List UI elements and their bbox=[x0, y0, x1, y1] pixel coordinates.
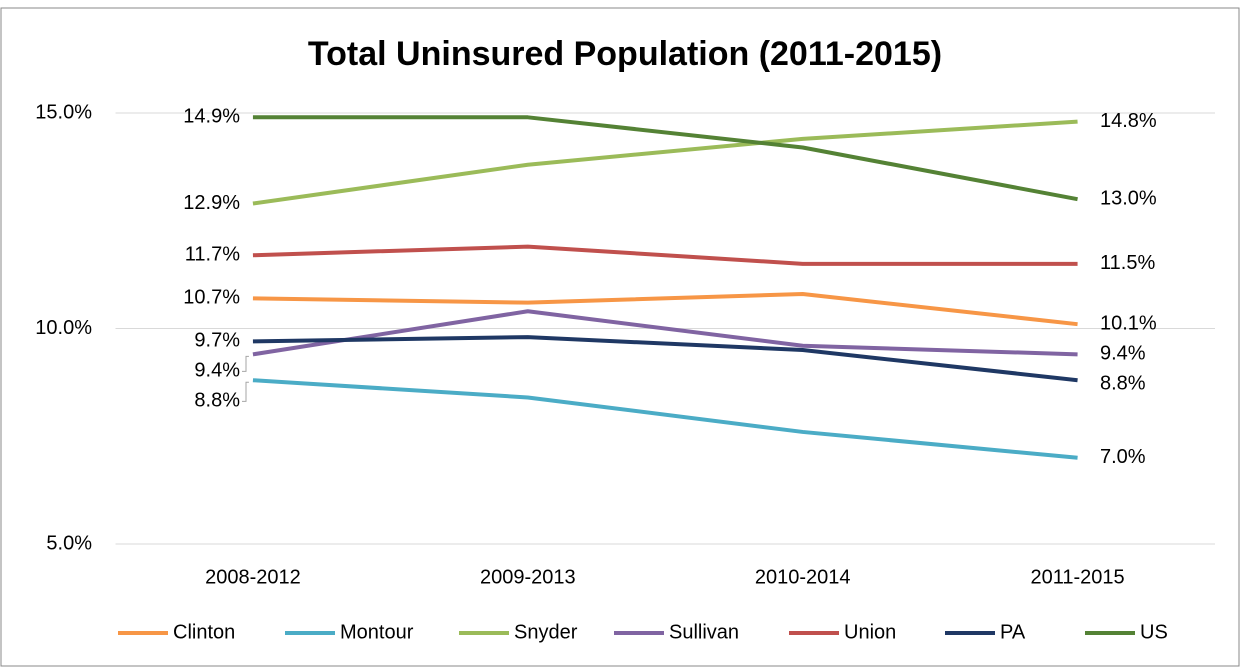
series-line bbox=[252, 119, 1078, 206]
x-tick-label: 2011-2015 bbox=[1030, 566, 1124, 588]
series-line bbox=[252, 335, 1078, 383]
data-label: 14.8% bbox=[1100, 110, 1157, 132]
data-label: 12.9% bbox=[183, 192, 240, 214]
data-label: 9.4% bbox=[194, 360, 240, 382]
legend-label: Clinton bbox=[173, 621, 235, 643]
data-label: 11.7% bbox=[185, 244, 240, 266]
data-label: 8.8% bbox=[1100, 373, 1146, 395]
y-tick-label: 5.0% bbox=[46, 532, 92, 554]
data-label: 13.0% bbox=[1100, 187, 1157, 209]
series-line bbox=[252, 378, 1078, 460]
series-line bbox=[252, 115, 1078, 202]
x-tick-label: 2009-2013 bbox=[480, 566, 576, 588]
series-line bbox=[252, 244, 1078, 266]
series-line bbox=[252, 309, 1078, 357]
data-label: 14.9% bbox=[183, 106, 240, 128]
data-label: 8.8% bbox=[194, 390, 240, 412]
legend-label: Montour bbox=[340, 621, 414, 643]
data-label: 7.0% bbox=[1100, 446, 1146, 468]
label-leader bbox=[242, 381, 249, 402]
label-leader bbox=[242, 355, 249, 372]
y-tick-label: 10.0% bbox=[35, 317, 92, 339]
chart-border bbox=[0, 7, 1240, 667]
data-label: 10.7% bbox=[183, 287, 240, 309]
legend-label: Sullivan bbox=[669, 621, 739, 643]
x-tick-label: 2008-2012 bbox=[205, 566, 301, 588]
legend-label: Union bbox=[844, 621, 896, 643]
legend-label: US bbox=[1140, 621, 1168, 643]
series-line bbox=[252, 292, 1078, 327]
y-tick-label: 15.0% bbox=[35, 101, 92, 123]
x-tick-label: 2010-2014 bbox=[755, 566, 851, 588]
data-label: 9.4% bbox=[1100, 343, 1146, 365]
data-label: 10.1% bbox=[1100, 312, 1157, 334]
legend-label: PA bbox=[1000, 621, 1026, 643]
legend-label: Snyder bbox=[514, 621, 578, 643]
data-label: 11.5% bbox=[1100, 252, 1155, 274]
chart-title: Total Uninsured Population (2011-2015) bbox=[308, 35, 942, 73]
data-label: 9.7% bbox=[194, 330, 240, 352]
